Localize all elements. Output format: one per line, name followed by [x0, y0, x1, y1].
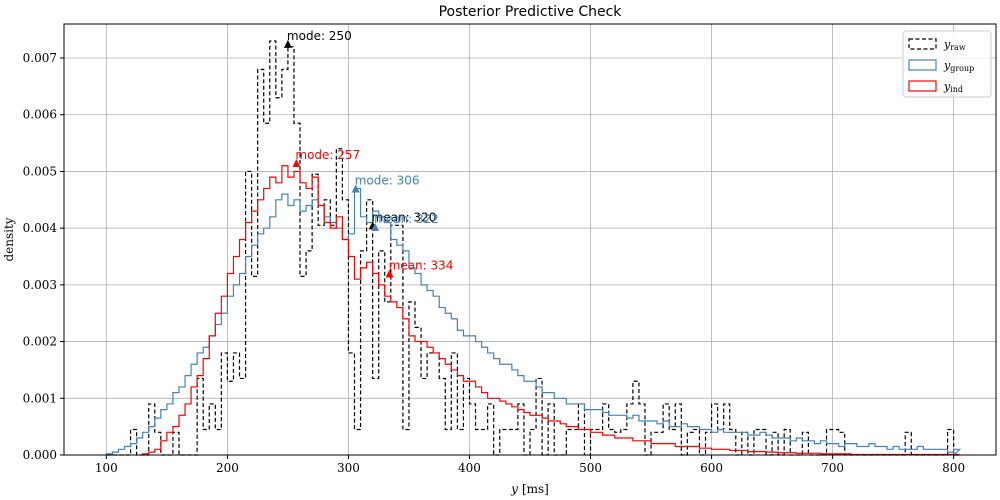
x-tick-label: 800 [942, 461, 965, 475]
grid-lines [64, 24, 996, 456]
chart-title: Posterior Predictive Check [439, 4, 623, 20]
y-tick-layer: 0.000 0.001 0.002 0.003 0.004 0.005 0.006 0.007 [23, 51, 64, 462]
annotation-label: mode: 306 [355, 173, 420, 187]
legend-label-main: y [943, 38, 951, 51]
annotation-marker [283, 39, 292, 48]
annotation-label: mode: 250 [287, 29, 352, 43]
x-tick-label: 200 [216, 461, 239, 475]
annotation-marker [385, 269, 394, 278]
annotation-label: mean: 334 [389, 259, 454, 273]
y-tick-label: 0.006 [23, 108, 57, 122]
y-tick-label: 0.003 [23, 278, 57, 292]
legend-swatch [908, 59, 937, 71]
series-y-ind [142, 165, 960, 456]
legend-label-sub: raw [950, 43, 966, 52]
legend-label-sub: group [950, 64, 974, 73]
y-axis-label: density [2, 217, 16, 261]
legend-label: yraw [943, 38, 966, 52]
series-y-raw [106, 40, 960, 456]
annotation-marker [292, 158, 301, 167]
x-tick-label: 700 [821, 461, 844, 475]
x-axis-label: y [ms] [510, 482, 549, 496]
annotation-marker [351, 184, 360, 193]
legend-swatch [908, 38, 937, 50]
legend-swatch [908, 80, 937, 92]
annotation-label: mean: 322 [374, 212, 439, 226]
x-tick-layer: 100 200 300 400 500 600 700 800 [95, 455, 965, 475]
y-tick-label: 0.001 [23, 391, 57, 405]
annotation-label: mode: 257 [295, 148, 360, 162]
legend-label-main: y [943, 59, 951, 72]
x-axis-var: y [510, 482, 518, 496]
y-tick-label: 0.002 [23, 335, 57, 349]
annotation-marker [371, 223, 380, 232]
series-y-group [105, 187, 962, 456]
plot-frame [63, 23, 997, 456]
y-tick-label: 0.004 [23, 221, 58, 235]
legend-label-sub: ind [950, 85, 963, 94]
series-layer [105, 40, 962, 456]
x-tick-label: 300 [337, 461, 360, 475]
annotation-label: mean: 320 [372, 210, 437, 224]
y-tick-label: 0.000 [23, 448, 57, 462]
x-tick-label: 500 [579, 461, 602, 475]
x-tick-label: 100 [95, 461, 118, 475]
legend-label: yind [943, 80, 963, 94]
x-tick-label: 400 [458, 461, 481, 475]
x-tick-label: 600 [700, 461, 723, 475]
x-axis-unit: [ms] [522, 482, 549, 496]
legend-label: ygroup [943, 59, 974, 73]
y-tick-label: 0.007 [23, 51, 57, 65]
y-tick-label: 0.005 [23, 164, 57, 178]
legend-label-main: y [943, 80, 951, 93]
